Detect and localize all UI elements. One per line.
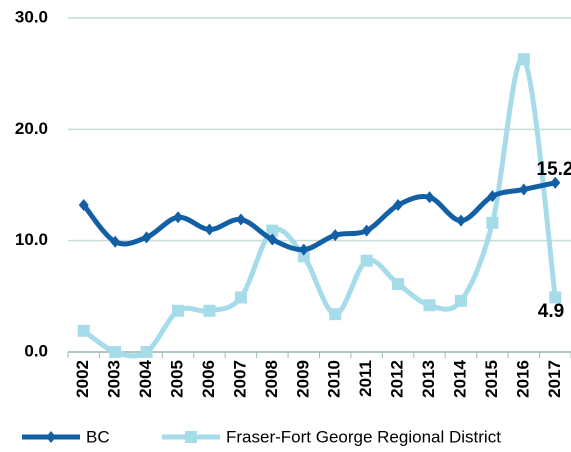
y-tick-label: 0.0	[24, 341, 48, 360]
y-tick-label: 20.0	[15, 119, 48, 138]
x-tick-label: 2010	[325, 360, 344, 398]
y-tick-label: 10.0	[15, 230, 48, 249]
data-label: 4.9	[538, 301, 564, 322]
marker	[392, 278, 405, 291]
line	[82, 56, 558, 359]
marker	[361, 224, 372, 237]
marker	[141, 231, 152, 244]
marker	[110, 235, 121, 248]
marker	[173, 211, 184, 224]
marker	[423, 299, 436, 312]
marker	[549, 291, 562, 304]
marker	[517, 53, 530, 66]
y-tick-label: 30.0	[15, 7, 48, 26]
marker	[234, 291, 247, 304]
x-tick-label: 2017	[545, 360, 564, 398]
marker	[518, 183, 529, 196]
marker	[454, 294, 467, 307]
x-tick-label: 2011	[356, 360, 375, 397]
x-tick-label: 2005	[168, 360, 187, 398]
legend-label: BC	[86, 427, 110, 446]
grid	[68, 17, 571, 353]
marker	[235, 213, 246, 226]
marker	[298, 243, 309, 256]
marker	[455, 214, 466, 227]
marker	[203, 304, 216, 317]
marker	[330, 229, 341, 242]
marker	[393, 199, 404, 212]
x-tick-label: 2012	[388, 360, 407, 398]
marker	[140, 346, 153, 358]
x-tick-label: 2003	[105, 360, 124, 398]
x-tick-label: 2016	[513, 360, 532, 398]
x-tick-label: 2008	[262, 360, 281, 398]
marker	[329, 308, 342, 321]
legend-marker	[185, 431, 197, 443]
x-tick-label: 2015	[482, 360, 501, 398]
marker	[424, 191, 435, 204]
marker	[267, 233, 278, 246]
x-tick-label: 2013	[419, 360, 438, 398]
legend-label: Fraser-Fort George Regional District	[226, 427, 501, 446]
line	[81, 180, 556, 253]
marker	[78, 199, 89, 212]
data-label: 15.2	[537, 159, 571, 180]
x-tick-label: 2006	[199, 360, 218, 398]
x-tick-label: 2014	[450, 359, 469, 397]
marker	[204, 223, 215, 236]
marker	[77, 324, 90, 337]
marker	[487, 190, 498, 203]
marker	[486, 216, 499, 229]
marker	[360, 254, 373, 267]
x-tick-label: 2004	[136, 359, 155, 397]
x-tick-label: 2007	[230, 360, 249, 398]
marker	[297, 250, 310, 263]
marker	[266, 224, 279, 237]
marker	[550, 176, 561, 189]
x-tick-label: 2009	[293, 360, 312, 398]
marker	[109, 346, 122, 358]
legend-marker	[46, 431, 56, 443]
x-tick-label: 2002	[73, 360, 92, 398]
marker	[172, 304, 185, 317]
